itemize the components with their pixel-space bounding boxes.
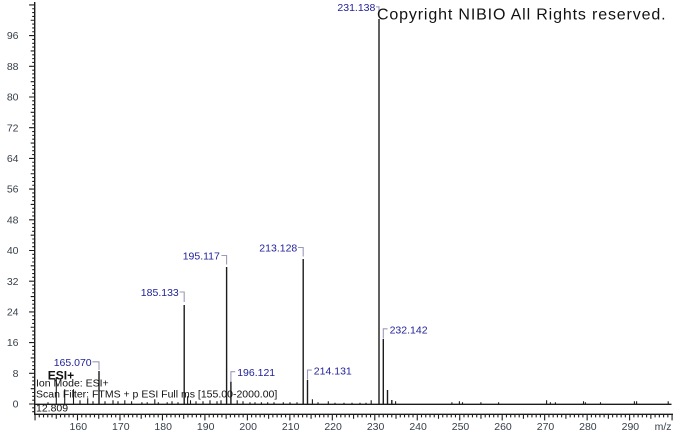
svg-text:8: 8 [13, 368, 19, 380]
svg-text:40: 40 [7, 245, 19, 257]
svg-text:48: 48 [7, 214, 19, 226]
svg-text:240: 240 [409, 421, 427, 433]
svg-text:214.131: 214.131 [314, 366, 352, 378]
svg-text:230: 230 [367, 421, 385, 433]
svg-text:0: 0 [13, 399, 19, 411]
svg-text:56: 56 [7, 184, 19, 196]
svg-text:196.121: 196.121 [237, 367, 275, 379]
svg-text:32: 32 [7, 276, 19, 288]
svg-text:165.070: 165.070 [54, 357, 92, 369]
svg-text:16: 16 [7, 337, 19, 349]
svg-text:Scan Filter: FTMS + p ESI Full: Scan Filter: FTMS + p ESI Full ms [155.0… [36, 389, 277, 401]
svg-text:185.133: 185.133 [141, 287, 179, 299]
svg-text:72: 72 [7, 122, 19, 134]
svg-text:24: 24 [7, 307, 19, 319]
svg-text:80: 80 [7, 92, 19, 104]
svg-text:200: 200 [239, 421, 257, 433]
svg-text:220: 220 [324, 421, 342, 433]
svg-text:160: 160 [70, 421, 88, 433]
svg-text:195.117: 195.117 [183, 251, 220, 263]
svg-text:Ion Mode: ESI+: Ion Mode: ESI+ [36, 378, 109, 390]
svg-text:96: 96 [7, 30, 19, 42]
svg-text:ESI+: ESI+ [48, 368, 74, 382]
svg-text:231.138: 231.138 [337, 2, 375, 14]
svg-text:270: 270 [537, 421, 555, 433]
svg-text:88: 88 [7, 61, 19, 73]
svg-text:210: 210 [282, 421, 300, 433]
svg-text:213.128: 213.128 [259, 243, 297, 255]
svg-text:12.809: 12.809 [36, 402, 68, 414]
svg-text:290: 290 [622, 421, 640, 433]
svg-text:64: 64 [7, 153, 19, 165]
svg-text:280: 280 [579, 421, 597, 433]
svg-text:180: 180 [154, 421, 172, 433]
svg-text:250: 250 [452, 421, 470, 433]
svg-text:260: 260 [494, 421, 512, 433]
svg-text:m/z: m/z [655, 421, 672, 433]
svg-text:232.142: 232.142 [390, 324, 428, 336]
svg-text:170: 170 [112, 421, 130, 433]
svg-text:Copyright NIBIO All Rights res: Copyright NIBIO All Rights reserved. [377, 6, 666, 23]
svg-text:190: 190 [197, 421, 215, 433]
